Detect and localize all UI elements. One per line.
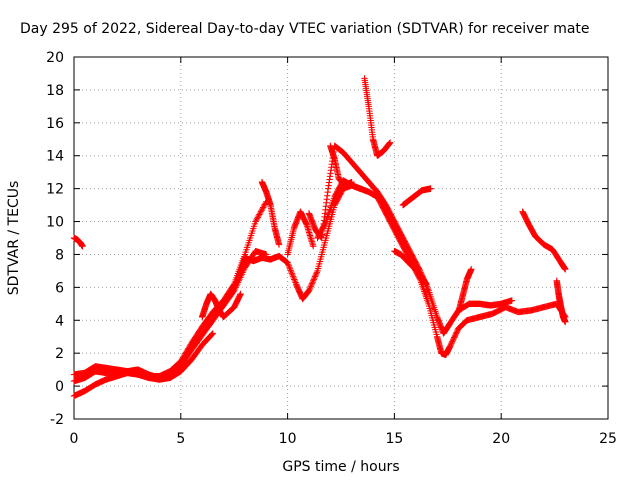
- data-points: [70, 75, 569, 400]
- data-point: [310, 243, 317, 250]
- data-point: [427, 185, 434, 192]
- data-point: [261, 201, 268, 208]
- data-point: [237, 290, 244, 298]
- data-point: [287, 267, 294, 274]
- data-point: [258, 207, 265, 214]
- data-point: [423, 280, 430, 288]
- y-tick-label: 10: [46, 215, 64, 231]
- y-tick-label: 14: [46, 149, 64, 165]
- data-point: [310, 276, 318, 283]
- data-point: [322, 219, 329, 226]
- data-point: [256, 209, 264, 217]
- data-point: [209, 330, 217, 337]
- data-point: [256, 211, 263, 218]
- data-point: [286, 264, 293, 271]
- data-point: [253, 216, 260, 224]
- data-point: [562, 266, 569, 273]
- data-point: [257, 208, 265, 215]
- x-tick-label: 10: [279, 431, 297, 447]
- y-tick-label: 16: [46, 116, 64, 132]
- data-point: [562, 318, 569, 326]
- data-point: [288, 268, 295, 276]
- data-point: [312, 271, 319, 279]
- data-point: [260, 202, 268, 210]
- data-point: [259, 204, 267, 211]
- data-point: [307, 283, 314, 290]
- data-point: [386, 139, 394, 146]
- x-tick-label: 15: [385, 431, 403, 447]
- data-point: [230, 288, 237, 295]
- data-point: [285, 261, 292, 268]
- y-tick-label: 4: [55, 313, 64, 329]
- grid: [74, 57, 608, 419]
- data-point: [468, 266, 475, 273]
- data-point: [289, 271, 296, 279]
- data-point: [508, 297, 516, 304]
- data-point: [291, 277, 299, 285]
- y-tick-label: 18: [46, 83, 64, 99]
- data-point: [254, 214, 262, 221]
- x-tick-labels: 0 5 10 15 20 25: [70, 431, 617, 447]
- y-tick-label: 12: [46, 182, 64, 198]
- x-tick-label: 25: [599, 431, 617, 447]
- data-point: [289, 273, 297, 280]
- x-tick-label: 0: [70, 431, 79, 447]
- data-point: [306, 286, 313, 293]
- x-tick-label: 5: [176, 431, 185, 447]
- data-point: [208, 331, 216, 338]
- y-tick-label: 20: [46, 50, 64, 66]
- data-point: [313, 269, 321, 276]
- data-point: [288, 270, 296, 277]
- data-point: [305, 287, 313, 294]
- data-point: [252, 218, 259, 225]
- data-point: [285, 262, 293, 269]
- data-point: [308, 281, 315, 289]
- data-point: [308, 280, 316, 287]
- data-point: [286, 265, 294, 272]
- chart-title: Day 295 of 2022, Sidereal Day-to-day VTE…: [20, 21, 590, 37]
- data-point: [311, 273, 319, 280]
- y-tick-label: 2: [55, 346, 64, 362]
- data-point: [306, 284, 314, 292]
- data-point: [255, 212, 262, 220]
- y-tick-label: -2: [50, 412, 64, 428]
- data-point: [309, 278, 316, 286]
- data-point: [259, 205, 266, 213]
- y-tick-label: 0: [55, 379, 64, 395]
- data-point: [253, 215, 261, 222]
- data-point: [291, 276, 298, 283]
- y-tick-label: 8: [55, 247, 64, 263]
- data-point: [275, 241, 283, 248]
- y-tick-label: 6: [55, 280, 64, 296]
- data-point: [313, 270, 320, 277]
- data-point: [310, 277, 317, 284]
- y-axis-label: SDTVAR / TECUs: [6, 181, 22, 296]
- data-point: [290, 274, 297, 282]
- x-axis-label: GPS time / hours: [282, 459, 399, 475]
- data-point: [284, 259, 291, 266]
- axis-ticks: [73, 56, 609, 420]
- data-point: [79, 243, 86, 250]
- y-tick-labels: -2 0 2 4 6 8 10 12 14 16 18 20: [46, 50, 64, 428]
- x-tick-label: 20: [492, 431, 510, 447]
- data-point: [311, 274, 318, 282]
